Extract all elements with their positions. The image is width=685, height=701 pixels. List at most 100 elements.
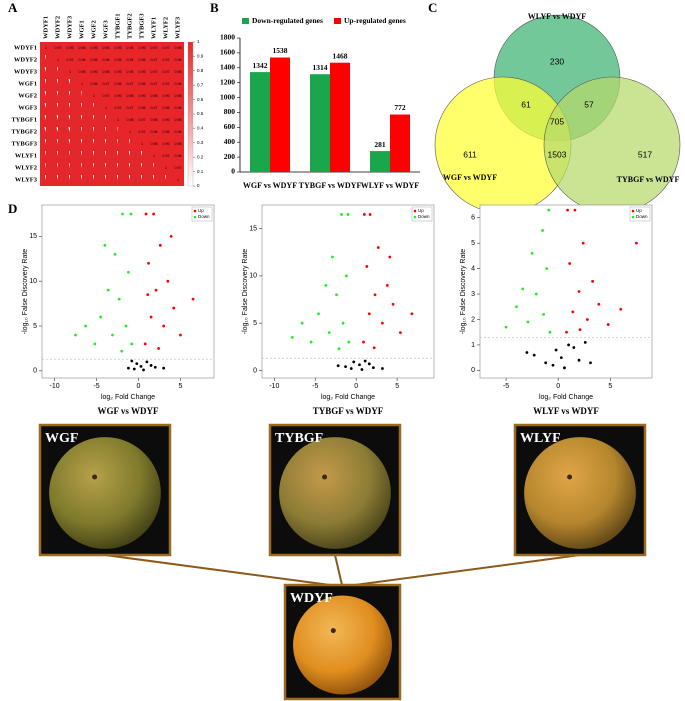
- point: [111, 333, 114, 337]
- venn-count: 517: [638, 149, 652, 159]
- point: [541, 229, 544, 232]
- point: [399, 331, 402, 335]
- cell-value: 0.97: [151, 58, 158, 62]
- cell-value: 0.97: [127, 106, 134, 110]
- cell-value: 0.96: [163, 94, 170, 98]
- pie-wedge: [89, 151, 100, 161]
- cell-value: 0.96: [79, 58, 86, 62]
- cell-value: 0.96: [139, 94, 146, 98]
- venn-count: 61: [521, 99, 531, 109]
- pie-wedge: [52, 163, 63, 173]
- point: [368, 213, 372, 216]
- pie-wedge: [65, 127, 76, 137]
- pie-wedge: [101, 175, 112, 185]
- point: [347, 340, 351, 344]
- pie-wedge: [88, 103, 99, 114]
- col-label: WGF1: [78, 20, 85, 39]
- point: [120, 349, 124, 353]
- legend-marker: [413, 209, 417, 213]
- point: [149, 364, 153, 367]
- plot-title: TYBGF vs WDYF: [313, 406, 384, 416]
- point: [344, 274, 348, 278]
- cell-value: 0.96: [163, 106, 170, 110]
- venn-count: 705: [550, 116, 564, 126]
- row-label: TYBGF3: [11, 140, 37, 147]
- legend-box: [629, 206, 651, 222]
- y-tick-label: 0: [253, 367, 257, 374]
- point: [172, 306, 176, 310]
- y-tick-label: 3: [471, 291, 475, 298]
- y-tick-label: 10: [29, 278, 37, 285]
- pie-wedge: [125, 151, 136, 162]
- point: [585, 318, 589, 321]
- col-label: TYBGF3: [138, 13, 145, 39]
- cell-value: 0.95: [139, 70, 146, 74]
- pie-wedge: [52, 91, 63, 101]
- cell-value: 0.95: [115, 70, 122, 74]
- point: [565, 330, 568, 334]
- point: [162, 324, 166, 328]
- cell-value: 0.96: [175, 142, 182, 146]
- point: [331, 255, 334, 259]
- cell-value: 0.96: [139, 106, 146, 110]
- point: [144, 212, 148, 216]
- pie-wedge: [77, 127, 88, 137]
- colorbar-tick-label: 0: [197, 183, 200, 188]
- colorbar-tick-label: 0.6: [197, 97, 204, 102]
- point: [341, 321, 345, 325]
- y-tick-label: 6: [471, 215, 475, 222]
- value-label: 1538: [273, 46, 288, 55]
- cell-value: 0.96: [175, 154, 182, 158]
- x-tick-label: -5: [312, 383, 318, 390]
- cell-value: 0.98: [91, 82, 98, 86]
- pie-wedge: [113, 175, 124, 186]
- pie-wedge: [40, 163, 51, 173]
- col-label: WGF3: [102, 19, 109, 39]
- panel-letter: C: [428, 0, 437, 15]
- y-axis-label: -log₁₀ False Discovery Rate: [460, 249, 467, 335]
- connector: [354, 554, 581, 586]
- point: [162, 366, 166, 370]
- point: [548, 330, 552, 334]
- point: [544, 361, 548, 365]
- point: [373, 293, 377, 297]
- row-label: WLYF3: [15, 176, 38, 183]
- colorbar-tick-label: 1: [197, 39, 200, 44]
- point: [113, 252, 117, 256]
- cell-value: 0.96: [139, 46, 146, 50]
- point: [371, 366, 375, 370]
- point: [132, 367, 136, 371]
- cell-value: 0.96: [139, 82, 146, 86]
- pie-wedge: [76, 163, 87, 173]
- point: [547, 208, 551, 212]
- plot-title: WGF vs WDYF: [97, 406, 159, 416]
- pie-wedge: [40, 151, 51, 161]
- cell-value: 1: [93, 94, 95, 98]
- col-label: WLYF2: [162, 17, 169, 39]
- point: [84, 324, 88, 328]
- point: [336, 364, 340, 368]
- pie-wedge: [89, 163, 100, 174]
- cell-value: 0.94: [127, 58, 134, 62]
- x-tick-label: TYBGF vs WDYF: [299, 181, 362, 190]
- photo-label: WLYF: [520, 431, 561, 446]
- y-tick-label: 15: [249, 225, 257, 232]
- legend-label: Down: [636, 214, 648, 219]
- point: [385, 283, 389, 287]
- row-label: WDYF1: [14, 44, 37, 51]
- point: [149, 315, 153, 319]
- x-tick-label: -5: [93, 383, 99, 390]
- point: [532, 353, 536, 357]
- pie-wedge: [41, 175, 52, 186]
- pie-wedge: [124, 139, 135, 150]
- value-label: 1342: [253, 61, 268, 70]
- point: [191, 297, 195, 301]
- point: [525, 351, 529, 354]
- point: [551, 363, 555, 367]
- cell-value: 0.96: [127, 94, 134, 98]
- point: [135, 362, 139, 366]
- pie-wedge: [101, 114, 112, 126]
- y-tick-label: 1400: [220, 62, 235, 71]
- cell-value: 0.97: [151, 106, 158, 110]
- connectors: [104, 554, 581, 586]
